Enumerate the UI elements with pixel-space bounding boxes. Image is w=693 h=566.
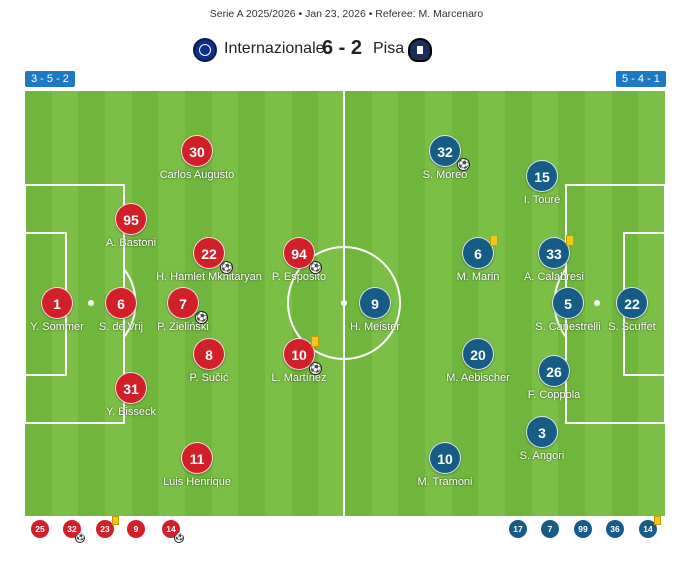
yellow-card-icon <box>112 516 119 525</box>
player-name: P. Sučić <box>189 372 229 384</box>
player-name: Y. Sommer <box>30 321 84 333</box>
player-number: 9 <box>359 287 391 319</box>
player-name: M. Tramoni <box>417 476 473 488</box>
football-icon: ⚽ <box>457 158 470 171</box>
away-sub[interactable]: 17 <box>509 520 527 538</box>
player-number: 26 <box>538 355 570 387</box>
pisa-crest-icon <box>408 38 432 62</box>
player-number: 20 <box>462 338 494 370</box>
home-player[interactable]: 7 P. Zieliński ⚽ <box>157 287 209 333</box>
football-icon: ⚽ <box>174 533 184 543</box>
player-name: S. Angori <box>519 450 565 462</box>
pitch: 1 Y. Sommer 6 S. de Vrij 95 A. Bastoni 3… <box>25 91 665 516</box>
player-number: 10 <box>283 338 315 370</box>
away-sub[interactable]: 36 <box>606 520 624 538</box>
player-number: 7 <box>167 287 199 319</box>
home-sub[interactable]: 25 <box>31 520 49 538</box>
player-number: 15 <box>526 160 558 192</box>
player-name: Carlos Augusto <box>159 169 235 181</box>
away-team-name[interactable]: Pisa <box>373 40 405 57</box>
yellow-card-icon <box>311 336 319 347</box>
away-player[interactable]: 9 H. Meister <box>350 287 400 333</box>
player-number: 5 <box>552 287 584 319</box>
away-sub[interactable]: 99 <box>574 520 592 538</box>
yellow-card-icon <box>566 235 574 246</box>
player-name: P. Esposito <box>271 271 327 283</box>
player-name: S. de Vrij <box>98 321 144 333</box>
player-name: S. Scuffet <box>608 321 656 333</box>
away-formation-badge: 5 - 4 - 1 <box>616 71 666 87</box>
home-player[interactable]: 1 Y. Sommer <box>30 287 84 333</box>
home-player[interactable]: 10 L. Martínez ⚽ <box>271 336 327 384</box>
player-number: 8 <box>193 338 225 370</box>
player-number: 22 <box>616 287 648 319</box>
home-formation-badge: 3 - 5 - 2 <box>25 71 75 87</box>
home-player[interactable]: 22 H. Hamlet Mkhitaryan ⚽ <box>156 237 262 283</box>
player-name: Luis Henrique <box>163 476 231 488</box>
football-icon: ⚽ <box>220 261 233 274</box>
player-number: 1 <box>41 287 73 319</box>
away-player[interactable]: 20 M. Aebischer <box>446 338 510 384</box>
away-player[interactable]: 22 S. Scuffet <box>608 287 656 333</box>
football-icon: ⚽ <box>309 261 322 274</box>
player-name: H. Meister <box>349 321 401 333</box>
player-name: I. Touré <box>523 194 561 206</box>
away-player[interactable]: 6 M. Marin <box>457 235 499 283</box>
home-player[interactable]: 95 A. Bastoni <box>106 203 156 249</box>
player-number: 3 <box>526 416 558 448</box>
player-number: 10 <box>429 442 461 474</box>
yellow-card-icon <box>654 516 661 525</box>
home-team-name[interactable]: Internazionale <box>224 40 325 57</box>
home-sub[interactable]: 9 <box>127 520 145 538</box>
player-name: A. Calabresi <box>524 271 584 283</box>
player-name: S. Canestrelli <box>535 321 601 333</box>
home-player[interactable]: 8 P. Sučić <box>190 338 228 384</box>
inter-crest-icon <box>193 38 217 62</box>
player-number: 32 <box>429 135 461 167</box>
away-sub[interactable]: 14 <box>639 520 657 538</box>
player-number: 95 <box>115 203 147 235</box>
player-name: M. Marin <box>456 271 500 283</box>
player-number: 11 <box>181 442 213 474</box>
away-sub[interactable]: 7 <box>541 520 559 538</box>
football-icon: ⚽ <box>75 533 85 543</box>
player-name: A. Bastoni <box>105 237 157 249</box>
player-name: S. Moreo <box>422 169 468 181</box>
home-player[interactable]: 31 Y. Bisseck <box>106 372 156 418</box>
away-player[interactable]: 3 S. Angori <box>520 416 564 462</box>
football-icon: ⚽ <box>309 362 322 375</box>
home-player[interactable]: 6 S. de Vrij <box>99 287 143 333</box>
player-number: 6 <box>462 237 494 269</box>
home-sub[interactable]: 23 <box>96 520 114 538</box>
player-number: 33 <box>538 237 570 269</box>
player-number: 6 <box>105 287 137 319</box>
scoreline: Internazionale 6 - 2 Pisa <box>0 36 693 64</box>
player-name: P. Zieliński <box>157 321 209 333</box>
own-goal-football-icon: ⚽ <box>195 311 208 324</box>
home-player[interactable]: 30 Carlos Augusto <box>160 135 234 181</box>
away-player[interactable]: 15 I. Touré <box>524 160 560 206</box>
away-player[interactable]: 5 S. Canestrelli <box>535 287 601 333</box>
player-name: F. Coppola <box>527 389 581 401</box>
player-name: Y. Bisseck <box>106 406 156 418</box>
player-number: 30 <box>181 135 213 167</box>
match-meta: Serie A 2025/2026 • Jan 23, 2026 • Refer… <box>209 8 484 20</box>
away-player[interactable]: 26 F. Coppola <box>528 355 580 401</box>
away-player[interactable]: 32 S. Moreo ⚽ <box>423 135 470 181</box>
yellow-card-icon <box>490 235 498 246</box>
player-number: 31 <box>115 372 147 404</box>
player-name: H. Hamlet Mkhitaryan <box>156 271 262 283</box>
player-name: M. Aebischer <box>446 372 510 384</box>
player-name: L. Martínez <box>271 372 327 384</box>
away-player[interactable]: 33 A. Calabresi <box>524 235 584 283</box>
player-number: 22 <box>193 237 225 269</box>
home-player[interactable]: 94 P. Esposito ⚽ <box>272 237 326 283</box>
match-score: 6 - 2 <box>322 37 363 59</box>
away-player[interactable]: 10 M. Tramoni <box>417 442 473 488</box>
home-player[interactable]: 11 Luis Henrique <box>163 442 231 488</box>
